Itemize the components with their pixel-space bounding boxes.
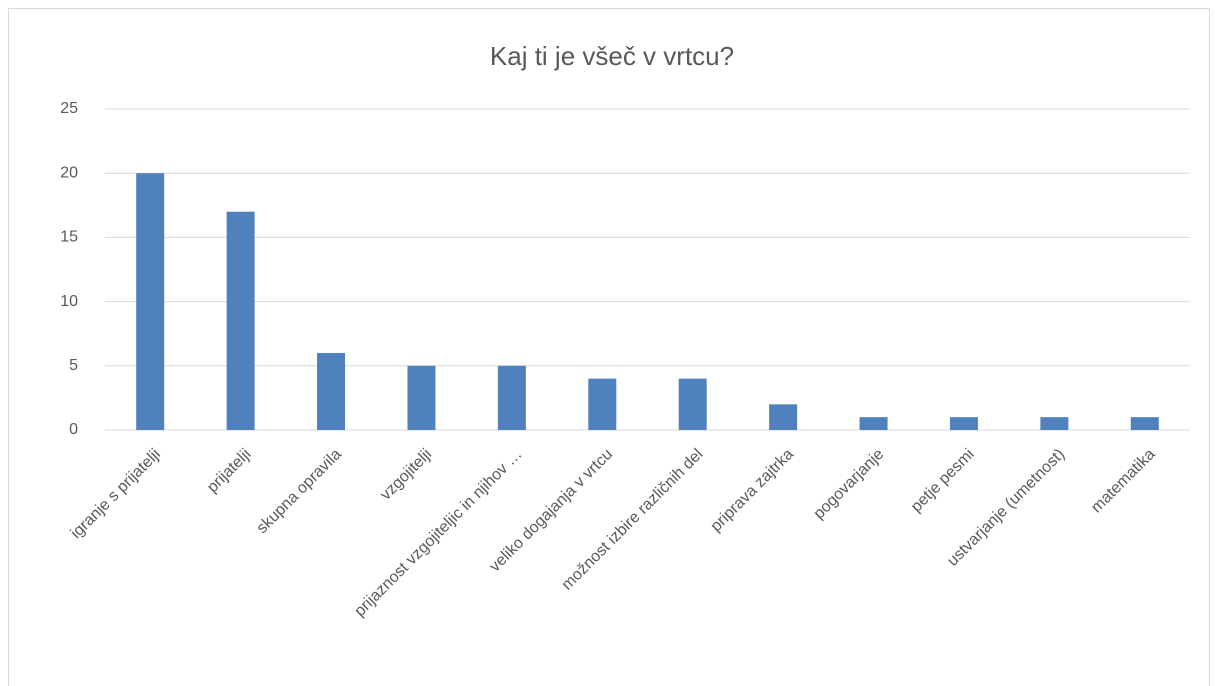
bar bbox=[1040, 417, 1069, 430]
y-tick-label: 0 bbox=[69, 421, 78, 438]
y-tick-label: 5 bbox=[69, 357, 78, 374]
bar bbox=[497, 365, 526, 430]
bar bbox=[317, 352, 346, 430]
bar bbox=[859, 417, 888, 430]
bar bbox=[678, 378, 707, 430]
chart-frame bbox=[8, 8, 1210, 686]
bar bbox=[136, 173, 165, 430]
bar bbox=[769, 404, 798, 430]
y-tick-label: 15 bbox=[60, 229, 78, 246]
bar bbox=[226, 211, 255, 430]
y-tick-label: 25 bbox=[60, 100, 78, 117]
y-tick-label: 10 bbox=[60, 293, 78, 310]
y-tick-label: 20 bbox=[60, 164, 78, 181]
bar bbox=[588, 378, 617, 430]
bar bbox=[1130, 417, 1159, 430]
bar bbox=[407, 365, 436, 430]
chart-title: Kaj ti je všeč v vrtcu? bbox=[490, 41, 734, 71]
bar bbox=[949, 417, 978, 430]
